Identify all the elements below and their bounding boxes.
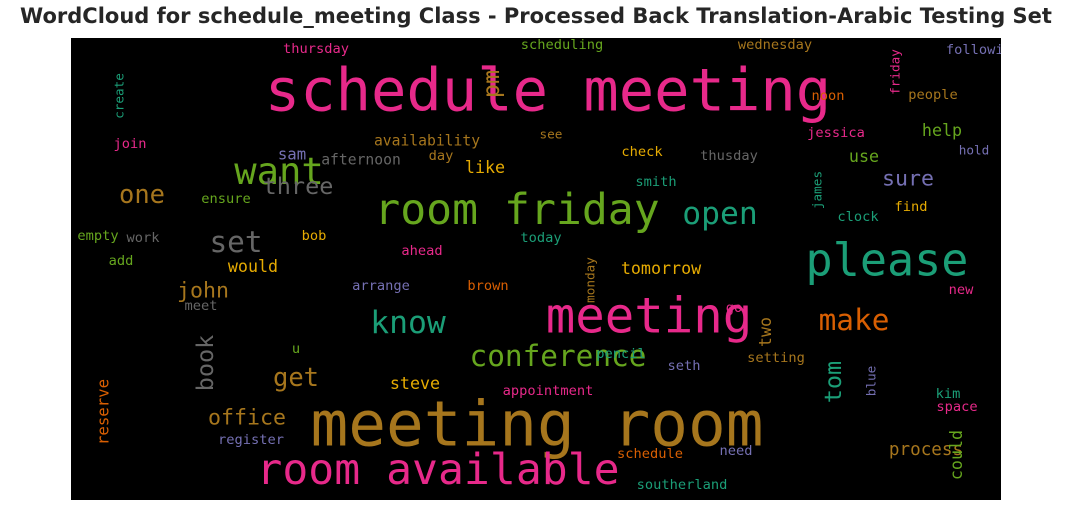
word-people: people — [908, 87, 957, 103]
word-join: join — [114, 136, 147, 152]
word-afternoon: afternoon — [321, 152, 401, 169]
word-reserve: reserve — [94, 379, 113, 445]
word-jessica: jessica — [807, 125, 865, 141]
word-blue: blue — [864, 366, 879, 397]
word-set: set — [209, 225, 262, 259]
word-find: find — [895, 199, 928, 215]
word-open: open — [682, 196, 758, 232]
word-work: work — [127, 230, 161, 246]
word-following: following — [946, 42, 1001, 58]
word-wednesday: wednesday — [738, 38, 812, 53]
word-use: use — [849, 146, 879, 166]
word-register: register — [218, 432, 284, 448]
word-three: three — [263, 172, 334, 200]
word-u: u — [292, 341, 300, 357]
word-two: two — [755, 317, 775, 347]
word-one: one — [119, 180, 165, 210]
word-pencil: pencil — [596, 346, 645, 362]
word-could: could — [946, 430, 966, 480]
word-hold: hold — [959, 143, 990, 158]
word-today: today — [520, 230, 561, 246]
word-meet: meet — [185, 298, 218, 314]
word-scheduling: scheduling — [521, 38, 603, 53]
word-ensure: ensure — [201, 191, 250, 207]
chart-title: WordCloud for schedule_meeting Class - P… — [20, 4, 1052, 28]
word-meeting: meeting — [546, 288, 753, 345]
word-clock: clock — [837, 209, 879, 225]
word-schedule-meeting: schedule meeting — [265, 56, 831, 125]
word-new: new — [949, 282, 974, 298]
word-arrange: arrange — [352, 278, 410, 294]
word-thursday: thursday — [283, 41, 349, 57]
word-schedule: schedule — [617, 446, 683, 462]
word-monday: monday — [583, 257, 598, 303]
word-need: need — [720, 443, 753, 459]
word-ahead: ahead — [401, 243, 442, 259]
word-room-friday: room friday — [374, 185, 659, 235]
word-sam: sam — [278, 145, 306, 164]
word-james: james — [810, 171, 825, 209]
word-empty: empty — [77, 228, 118, 244]
word-go: go — [726, 300, 742, 316]
word-office: office — [208, 406, 286, 431]
word-friday: friday — [888, 49, 903, 95]
word-tomorrow: tomorrow — [621, 258, 702, 278]
word-like: like — [465, 157, 505, 177]
word-get: get — [273, 363, 319, 393]
word-see: see — [540, 127, 563, 142]
word-steve: steve — [390, 373, 440, 393]
word-kim: kim — [936, 386, 961, 402]
word-setting: setting — [747, 350, 805, 366]
word-seth: seth — [668, 358, 701, 374]
word-meeting-room: meeting room — [311, 388, 764, 461]
word-day: day — [429, 148, 454, 164]
word-conference: conference — [470, 339, 647, 373]
word-brown: brown — [467, 278, 508, 294]
word-make: make — [819, 303, 890, 337]
word-tom: tom — [819, 361, 847, 403]
word-noon: noon — [812, 88, 845, 104]
word-sure: sure — [882, 167, 934, 192]
word-process: process — [889, 440, 963, 460]
word-bob: bob — [302, 228, 327, 244]
word-create: create — [112, 73, 127, 119]
word-room-available: room available — [256, 445, 619, 495]
word-add: add — [109, 253, 134, 269]
word-check: check — [621, 144, 663, 160]
word-smith: smith — [635, 174, 676, 190]
word-appointment: appointment — [503, 383, 594, 399]
word-southerland: southerland — [637, 477, 728, 493]
word-john: john — [177, 279, 229, 304]
word-space: space — [936, 399, 977, 415]
word-book: book — [191, 335, 219, 392]
word-pm: pm — [477, 70, 505, 98]
wordcloud-background — [71, 38, 1001, 500]
word-thusday: thusday — [700, 148, 758, 164]
word-help: help — [922, 120, 962, 140]
word-know: know — [370, 305, 446, 341]
word-please: please — [806, 234, 969, 287]
word-availability: availability — [374, 133, 480, 150]
word-want: want — [234, 149, 324, 193]
word-would: would — [228, 256, 278, 276]
